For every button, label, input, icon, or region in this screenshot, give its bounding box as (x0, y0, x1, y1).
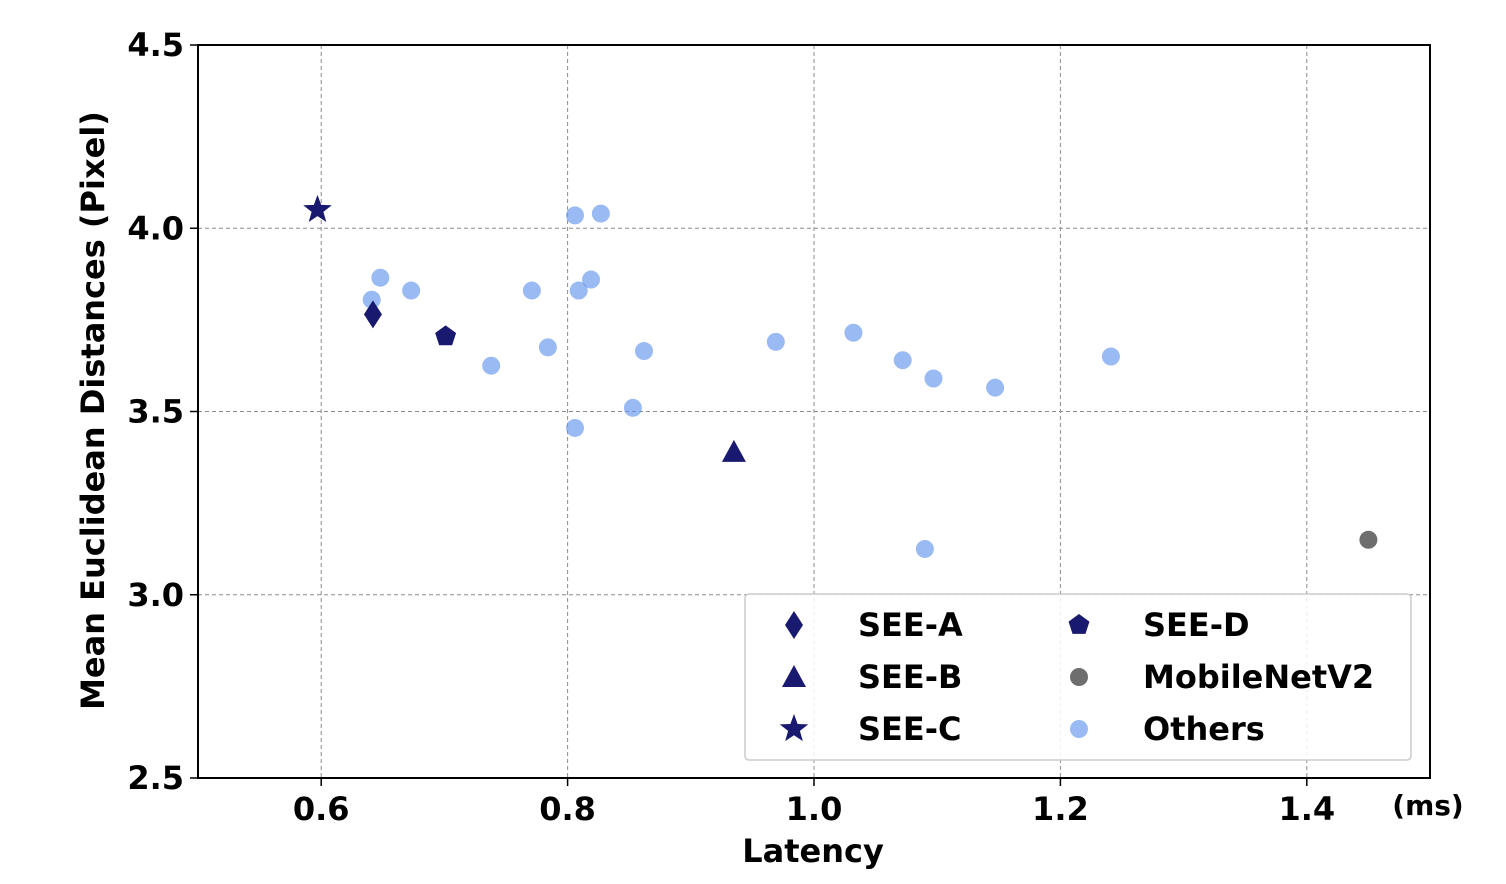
legend-marker-mobilenetv2 (1070, 668, 1088, 686)
y-tick-label: 4.5 (127, 26, 184, 64)
data-point-others (402, 281, 421, 300)
x-axis-unit: (ms) (1392, 789, 1463, 822)
data-point-others (591, 204, 610, 223)
legend-label-see-c: SEE-C (858, 710, 962, 748)
legend-marker-see-c (779, 714, 809, 742)
legend-label-others: Others (1143, 710, 1265, 748)
data-point-others (565, 206, 584, 225)
data-point-see-a (363, 300, 382, 329)
data-point-others (634, 342, 653, 361)
y-tick-label: 2.5 (127, 759, 184, 797)
legend-marker-see-b (782, 665, 806, 687)
x-tick-label: 0.8 (539, 790, 596, 828)
x-tick-label: 1.4 (1278, 790, 1335, 828)
y-tick-label: 4.0 (127, 209, 184, 247)
y-tick-label: 3.0 (127, 576, 184, 614)
data-point-others (915, 539, 934, 558)
data-point-others (522, 281, 541, 300)
y-axis-title: Mean Euclidean Distances (Pixel) (74, 111, 112, 710)
legend: SEE-A SEE-B SEE-C SEE-D MobileNetV2 Others (744, 593, 1412, 761)
legend-label-mobilenetv2: MobileNetV2 (1143, 658, 1374, 696)
data-point-see-b (721, 439, 746, 462)
x-tick-label: 0.6 (293, 790, 350, 828)
data-points (303, 194, 1378, 558)
data-point-others (362, 290, 381, 309)
data-point-others (569, 281, 588, 300)
legend-marker-others (1070, 720, 1088, 738)
y-tick-label: 3.5 (127, 393, 184, 431)
legend-label-see-d: SEE-D (1143, 606, 1250, 644)
data-point-others (766, 332, 785, 351)
data-point-others (565, 418, 584, 437)
data-point-others (1101, 347, 1120, 366)
data-point-others (482, 356, 501, 375)
legend-label-see-b: SEE-B (858, 658, 962, 696)
x-axis-title: Latency (742, 832, 884, 870)
x-tick-label: 1.2 (1032, 790, 1089, 828)
data-point-others (582, 270, 601, 289)
x-tick-label: 1.0 (786, 790, 843, 828)
data-point-others (371, 268, 390, 287)
data-point-others (986, 378, 1005, 397)
axis-ticks: 0.6 0.8 1.0 1.2 1.4 2.5 3.0 3.5 4.0 4.5 (127, 26, 1335, 828)
data-point-others (924, 369, 943, 388)
legend-marker-see-d (1068, 614, 1090, 634)
legend-label-see-a: SEE-A (858, 606, 963, 644)
data-point-mobilenetv2 (1359, 530, 1378, 549)
data-point-see-d (435, 325, 457, 346)
data-point-others (893, 351, 912, 370)
data-point-others (623, 398, 642, 417)
legend-marker-see-a (785, 611, 803, 639)
data-point-others (538, 338, 557, 357)
data-point-see-c (303, 194, 332, 223)
data-point-others (844, 323, 863, 342)
